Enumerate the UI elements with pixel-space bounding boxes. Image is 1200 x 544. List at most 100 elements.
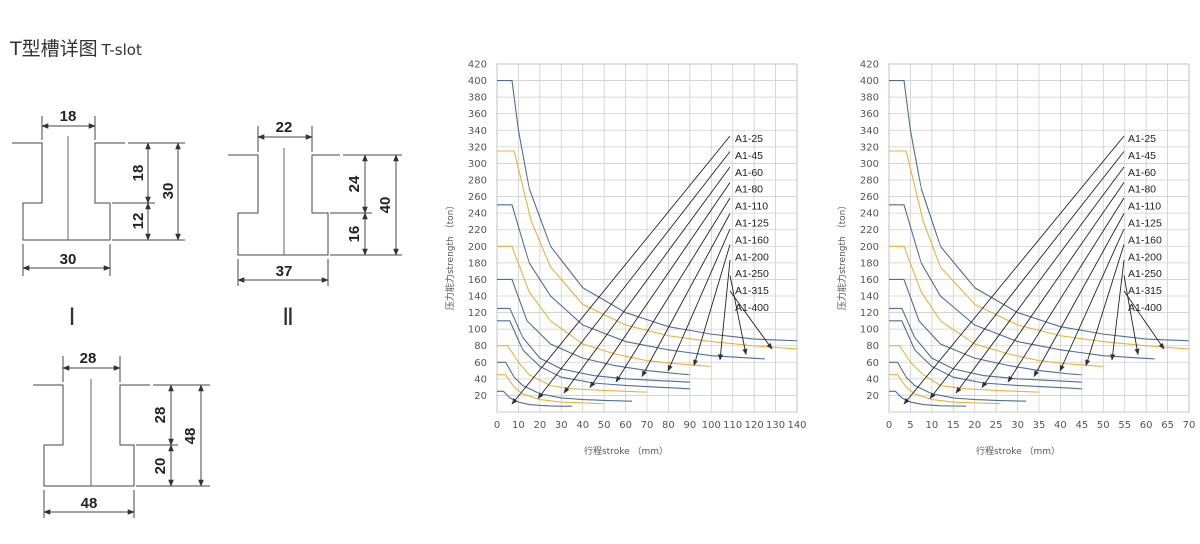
y-tick-label: 340: [468, 126, 487, 137]
series-line-a1-160: [497, 278, 690, 376]
x-tick-label: 10: [512, 420, 525, 431]
y-tick-label: 180: [860, 258, 879, 269]
tslot-3: [33, 356, 210, 518]
tslot-1-lower-height: 12: [130, 213, 147, 230]
x-axis-label: 行程stroke （mm）: [584, 445, 668, 457]
series-label-a1-25: A1-25: [1128, 133, 1156, 145]
series-line-a1-160: [889, 278, 1082, 376]
x-tick-label: 100: [702, 420, 721, 431]
y-tick-label: 20: [866, 391, 879, 402]
tslot-2-upper-height: 24: [346, 175, 363, 192]
y-tick-label: 380: [468, 93, 487, 104]
y-tick-label: 340: [860, 126, 879, 137]
tslot-2-bottom-width: 37: [276, 263, 293, 280]
series-line-a1-315: [497, 150, 798, 350]
tslot-1-upper-height: 18: [130, 165, 147, 182]
y-tick-label: 160: [860, 275, 879, 286]
leader-a1-160: [1059, 228, 1125, 372]
tslot-1-outline: [12, 142, 125, 241]
x-tick-label: 130: [766, 420, 785, 431]
x-tick-label: 20: [968, 420, 981, 431]
x-tick-label: 40: [576, 420, 589, 431]
x-tick-label: 90: [683, 420, 696, 431]
x-tick-label: 60: [1140, 420, 1153, 431]
tslot-2-lower-height: 16: [346, 226, 363, 243]
series-label-a1-110: A1-110: [1128, 201, 1161, 213]
y-tick-label: 320: [468, 142, 487, 153]
leader-a1-125: [641, 213, 731, 378]
y-axis-label: 压力能力strength （ton）: [444, 201, 456, 311]
series-label-a1-80: A1-80: [735, 184, 763, 196]
y-tick-label: 300: [860, 159, 879, 170]
tslot-1-label: Ⅰ: [68, 305, 75, 331]
plot-frame: [888, 63, 1190, 413]
tslot-3-upper-height: 28: [152, 407, 169, 424]
y-tick-label: 200: [860, 242, 879, 253]
leader-a1-315: [1123, 275, 1140, 356]
x-tick-label: 20: [533, 420, 546, 431]
series-line-a1-110: [497, 320, 690, 390]
leader-a1-400: [1123, 290, 1165, 350]
series-label-a1-200: A1-200: [735, 251, 769, 263]
tslot-2-top-width: 22: [276, 119, 293, 136]
series-line-a1-110: [889, 320, 1082, 390]
y-tick-label: 280: [468, 176, 487, 187]
leader-a1-45: [537, 151, 731, 399]
y-tick-label: 380: [860, 93, 879, 104]
y-tick-label: 120: [468, 308, 487, 319]
leader-a1-80: [589, 182, 731, 389]
x-tick-label: 35: [1033, 420, 1046, 431]
series-label-a1-250: A1-250: [735, 268, 769, 280]
tslot-2-outline: [228, 154, 340, 256]
y-tick-label: 360: [468, 109, 487, 120]
leader-a1-250: [718, 259, 731, 361]
y-tick-label: 360: [860, 109, 879, 120]
series-label-a1-160: A1-160: [735, 234, 769, 246]
series-label-a1-45: A1-45: [735, 150, 763, 162]
y-tick-label: 400: [860, 76, 879, 87]
x-tick-label: 0: [494, 420, 500, 431]
y-tick-label: 320: [860, 142, 879, 153]
leader-a1-110: [1007, 197, 1125, 383]
series-line-a1-80: [889, 345, 1040, 393]
y-tick-label: 220: [860, 225, 879, 236]
series-label-a1-315: A1-315: [735, 285, 769, 297]
y-tick-label: 300: [468, 159, 487, 170]
y-tick-label: 280: [860, 176, 879, 187]
tslot-1-total-height: 30: [160, 183, 177, 200]
x-axis-label: 行程stroke （mm）: [976, 445, 1060, 457]
title-cn: T型槽详图: [10, 38, 98, 60]
leader-a1-110: [615, 197, 731, 383]
y-axis-label: 压力能力strength （ton）: [836, 201, 848, 311]
series-label-a1-45: A1-45: [1128, 150, 1156, 162]
x-tick-label: 50: [1097, 420, 1110, 431]
leader-a1-45: [929, 151, 1125, 399]
series-line-a1-80: [497, 345, 648, 393]
y-tick-label: 140: [860, 292, 879, 303]
x-tick-label: 30: [1011, 420, 1024, 431]
x-tick-label: 120: [745, 420, 764, 431]
x-tick-label: 5: [907, 420, 913, 431]
y-tick-label: 420: [468, 60, 487, 71]
tslot-2-total-height: 40: [377, 197, 394, 214]
tslot-2: [228, 126, 402, 286]
x-tick-label: 0: [886, 420, 892, 431]
tslot-1: [12, 116, 185, 276]
x-tick-label: 30: [555, 420, 568, 431]
y-tick-label: 80: [474, 341, 487, 352]
leader-a1-250: [1110, 259, 1125, 361]
series-label-a1-160: A1-160: [1128, 234, 1162, 246]
series-label-a1-125: A1-125: [735, 218, 769, 230]
y-tick-label: 180: [468, 258, 487, 269]
series-label-a1-60: A1-60: [1128, 167, 1156, 179]
series-label-a1-125: A1-125: [1128, 218, 1162, 230]
series-label-a1-400: A1-400: [735, 302, 769, 314]
y-tick-label: 40: [866, 374, 879, 385]
y-tick-label: 260: [860, 192, 879, 203]
series-label-a1-60: A1-60: [735, 167, 763, 179]
series-label-a1-400: A1-400: [1128, 302, 1162, 314]
x-tick-label: 50: [598, 420, 611, 431]
tslot-3-top-width: 28: [80, 350, 97, 367]
y-tick-label: 420: [860, 60, 879, 71]
